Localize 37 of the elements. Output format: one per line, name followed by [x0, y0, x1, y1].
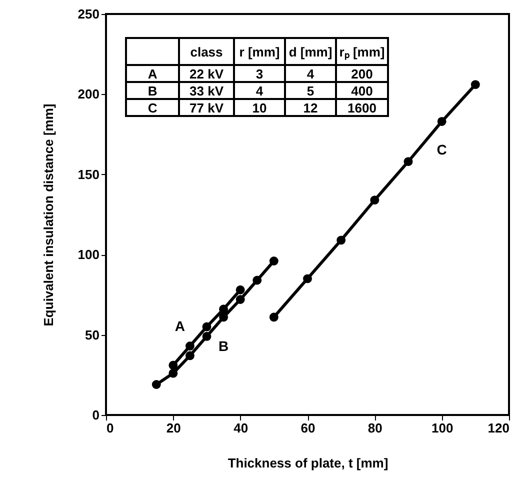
x-tick-label: 100: [431, 420, 454, 436]
y-tick-label: 100: [78, 247, 100, 262]
series-label: A: [174, 318, 186, 334]
annotation: A: [148, 66, 158, 82]
annotation: 77 kV: [190, 100, 224, 116]
annotation: d [mm]: [288, 44, 332, 60]
y-tick-label: 0: [92, 408, 100, 422]
annotation: B: [148, 84, 158, 98]
annotation: 22 kV: [190, 66, 224, 82]
annotation: 12: [303, 100, 318, 116]
annotation: 1600: [348, 100, 376, 116]
annotation: 3: [256, 66, 264, 82]
x-axis-title: Thickness of plate, t [mm]: [228, 456, 388, 470]
x-tick-label: 120: [488, 420, 510, 436]
annotation: 4: [306, 66, 315, 82]
series-label: B: [218, 338, 229, 354]
annotation: C: [148, 100, 158, 116]
x-tick-label: 0: [106, 420, 114, 436]
annotation: 33 kV: [190, 84, 224, 98]
y-tick-label: 250: [78, 6, 100, 22]
x-tick-label: 20: [166, 420, 181, 436]
x-tick-label: 80: [368, 420, 382, 436]
y-axis-title: Equivalent insulation distance [mm]: [40, 104, 56, 326]
series-label: C: [436, 141, 447, 158]
annotation: class: [190, 44, 223, 60]
annotation: 5: [306, 84, 314, 98]
y-tick-label: 50: [85, 327, 100, 342]
annotation: 200: [351, 66, 373, 82]
annotation: rₚ [mm]: [339, 44, 385, 60]
y-tick-label: 150: [78, 166, 100, 182]
annotation: 10: [252, 100, 267, 116]
annotation: r [mm]: [239, 44, 280, 60]
annotation: 4: [256, 84, 264, 98]
x-tick-label: 60: [300, 420, 316, 436]
annotation: 400: [351, 84, 373, 98]
x-tick-label: 40: [234, 420, 248, 436]
y-tick-label: 200: [78, 86, 100, 102]
